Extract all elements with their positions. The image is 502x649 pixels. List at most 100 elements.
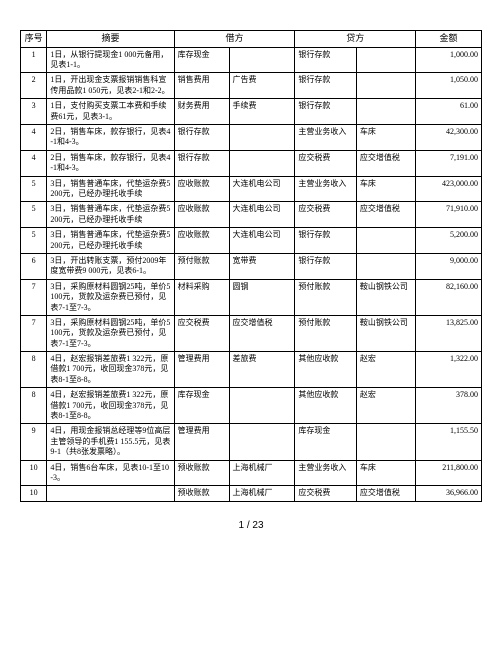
cell-debit1: 管理费用 bbox=[174, 352, 229, 388]
cell-summary: 1日，支付购买支票工本费和手续费61元，见表3-1。 bbox=[47, 99, 174, 125]
cell-seq: 1 bbox=[21, 47, 47, 73]
cell-credit1: 其他应收款 bbox=[295, 352, 356, 388]
col-amount: 金额 bbox=[416, 31, 482, 48]
cell-credit2: 车床 bbox=[356, 460, 415, 486]
table-body: 11日，从银行提现金1 000元备用，见表1-1。库存现金 银行存款 1,000.0… bbox=[21, 47, 482, 501]
cell-debit1: 预收账款 bbox=[174, 486, 229, 501]
cell-seq: 8 bbox=[21, 352, 47, 388]
table-row: 53日，销售普通车床，代垫运杂费5 200元，已经办理托收手续应收账款大连机电公… bbox=[21, 202, 482, 228]
cell-credit2: 应交增值税 bbox=[356, 486, 415, 501]
cell-debit2: 上海机械厂 bbox=[229, 486, 295, 501]
cell-amount: 13,825.00 bbox=[416, 315, 482, 351]
cell-debit1: 预收账款 bbox=[174, 460, 229, 486]
cell-debit2: 圆钢 bbox=[229, 279, 295, 315]
cell-seq: 7 bbox=[21, 315, 47, 351]
cell-credit2 bbox=[356, 73, 415, 99]
page-footer: 1 / 23 bbox=[20, 520, 482, 531]
table-row: 104日，销售6台车床，见表10-1至10-3。预收账款上海机械厂主营业务收入车… bbox=[21, 460, 482, 486]
cell-seq: 6 bbox=[21, 253, 47, 279]
cell-summary: 2日，销售车床，款存银行，见表4-1和4-3。 bbox=[47, 150, 174, 176]
cell-seq: 4 bbox=[21, 150, 47, 176]
cell-debit1: 管理费用 bbox=[174, 424, 229, 460]
cell-amount: 61.00 bbox=[416, 99, 482, 125]
cell-credit2: 车床 bbox=[356, 125, 415, 151]
table-row: 42日，销售车床，款存银行，见表4-1和4-3。银行存款 应交税费应交增值税7,1… bbox=[21, 150, 482, 176]
cell-debit1: 应收账款 bbox=[174, 176, 229, 202]
cell-debit2: 大连机电公司 bbox=[229, 176, 295, 202]
cell-debit2 bbox=[229, 150, 295, 176]
cell-summary: 3日，销售普通车床，代垫运杂费5 200元，已经办理托收手续 bbox=[47, 228, 174, 254]
cell-credit1: 银行存款 bbox=[295, 73, 356, 99]
cell-debit2: 应交增值税 bbox=[229, 315, 295, 351]
cell-seq: 10 bbox=[21, 460, 47, 486]
cell-seq: 7 bbox=[21, 279, 47, 315]
cell-debit1: 应收账款 bbox=[174, 228, 229, 254]
table-row: 84日，赵宏报销差旅费1 322元，原借款1 700元，收回现金378元，见表8… bbox=[21, 388, 482, 424]
cell-amount: 36,966.00 bbox=[416, 486, 482, 501]
cell-amount: 82,160.00 bbox=[416, 279, 482, 315]
col-credit: 贷方 bbox=[295, 31, 416, 48]
cell-debit1: 银行存款 bbox=[174, 125, 229, 151]
cell-amount: 7,191.00 bbox=[416, 150, 482, 176]
table-row: 73日，采购原材料圆钢25吨，单价5 100元，货款及运杂费已预付，见表7-1至… bbox=[21, 315, 482, 351]
cell-credit2 bbox=[356, 228, 415, 254]
cell-credit1: 银行存款 bbox=[295, 253, 356, 279]
cell-summary: 4日，用现金报销总经理等9位高层主管领导的手机费1 155.5元，见表9-1（共… bbox=[47, 424, 174, 460]
cell-seq: 2 bbox=[21, 73, 47, 99]
cell-summary: 2日，销售车床，款存银行，见表4-1和4-3。 bbox=[47, 125, 174, 151]
cell-credit1: 库存现金 bbox=[295, 424, 356, 460]
cell-credit1: 其他应收款 bbox=[295, 388, 356, 424]
table-row: 11日，从银行提现金1 000元备用，见表1-1。库存现金银行存款1,000.0… bbox=[21, 47, 482, 73]
cell-credit2: 应交增值税 bbox=[356, 150, 415, 176]
cell-summary: 4日，赵宏报销差旅费1 322元，原借款1 700元，收回现金378元，见表8-… bbox=[47, 388, 174, 424]
cell-debit2 bbox=[229, 47, 295, 73]
cell-credit2 bbox=[356, 47, 415, 73]
cell-summary: 3日，销售普通车床，代垫运杂费5 200元，已经办理托收手续 bbox=[47, 202, 174, 228]
cell-credit2: 鞍山钢铁公司 bbox=[356, 279, 415, 315]
cell-credit2: 赵宏 bbox=[356, 388, 415, 424]
cell-seq: 8 bbox=[21, 388, 47, 424]
cell-summary: 1日，从银行提现金1 000元备用，见表1-1。 bbox=[47, 47, 174, 73]
cell-summary: 3日，采购原材料圆钢25吨，单价5 100元，货款及运杂费已预付，见表7-1至7… bbox=[47, 315, 174, 351]
cell-seq: 9 bbox=[21, 424, 47, 460]
cell-summary: 3日，销售普通车床，代垫运杂费5 200元，已经办理托收手续 bbox=[47, 176, 174, 202]
table-row: 21日，开出现金支票报销销售科宣传用品款1 050元，见表2-1和2-2。销售费… bbox=[21, 73, 482, 99]
cell-seq: 5 bbox=[21, 202, 47, 228]
cell-seq: 5 bbox=[21, 176, 47, 202]
cell-debit1: 库存现金 bbox=[174, 388, 229, 424]
cell-debit1: 预付账款 bbox=[174, 253, 229, 279]
cell-debit2: 宽带费 bbox=[229, 253, 295, 279]
cell-credit1: 应交税费 bbox=[295, 486, 356, 501]
col-summary: 摘要 bbox=[47, 31, 174, 48]
cell-debit1: 银行存款 bbox=[174, 150, 229, 176]
table-row: 63日，开出转账支票，预付2009年度宽带费9 000元，见表6-1。预付账款宽… bbox=[21, 253, 482, 279]
cell-debit2: 差旅费 bbox=[229, 352, 295, 388]
cell-debit2 bbox=[229, 125, 295, 151]
table-row: 94日，用现金报销总经理等9位高层主管领导的手机费1 155.5元，见表9-1（… bbox=[21, 424, 482, 460]
cell-summary: 3日，开出转账支票，预付2009年度宽带费9 000元，见表6-1。 bbox=[47, 253, 174, 279]
cell-amount: 5,200.00 bbox=[416, 228, 482, 254]
table-row: 42日，销售车床，款存银行，见表4-1和4-3。银行存款主营业务收入车床42,3… bbox=[21, 125, 482, 151]
cell-amount: 1,322.00 bbox=[416, 352, 482, 388]
table-row: 53日，销售普通车床，代垫运杂费5 200元，已经办理托收手续应收账款大连机电公… bbox=[21, 228, 482, 254]
cell-amount: 9,000.00 bbox=[416, 253, 482, 279]
cell-debit2: 上海机械厂 bbox=[229, 460, 295, 486]
cell-amount: 1,155.50 bbox=[416, 424, 482, 460]
cell-debit2: 大连机电公司 bbox=[229, 228, 295, 254]
cell-credit1: 应交税费 bbox=[295, 150, 356, 176]
cell-debit2: 手续费 bbox=[229, 99, 295, 125]
cell-credit1: 银行存款 bbox=[295, 47, 356, 73]
cell-summary bbox=[47, 486, 174, 501]
cell-credit2: 赵宏 bbox=[356, 352, 415, 388]
cell-debit1: 财务费用 bbox=[174, 99, 229, 125]
cell-debit2: 大连机电公司 bbox=[229, 202, 295, 228]
cell-debit2 bbox=[229, 424, 295, 460]
table-row: 73日，采购原材料圆钢25吨，单价5 100元，货款及运杂费已预付，见表7-1至… bbox=[21, 279, 482, 315]
cell-credit1: 主营业务收入 bbox=[295, 125, 356, 151]
cell-amount: 1,000.00 bbox=[416, 47, 482, 73]
cell-debit1: 材料采购 bbox=[174, 279, 229, 315]
cell-debit2: 广告费 bbox=[229, 73, 295, 99]
cell-debit1: 销售费用 bbox=[174, 73, 229, 99]
cell-credit2: 应交增值税 bbox=[356, 202, 415, 228]
cell-credit2 bbox=[356, 99, 415, 125]
